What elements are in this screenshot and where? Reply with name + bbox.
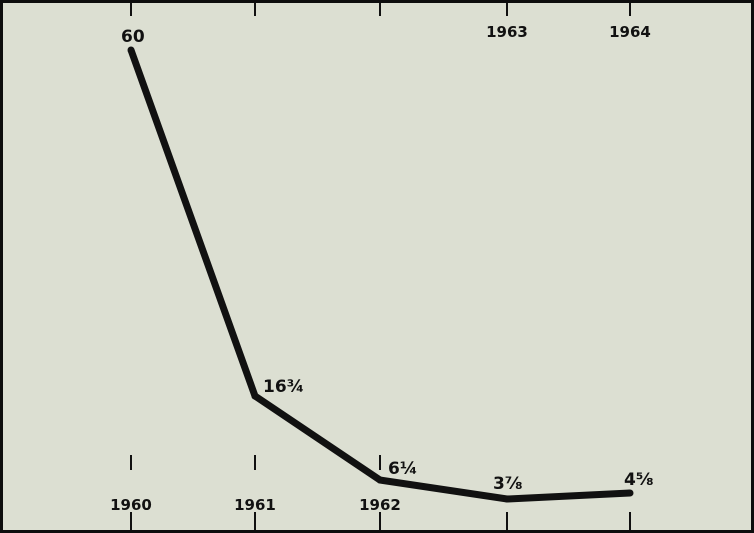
year-labels: 1960 1961 1962 1963 1964 [110,23,651,514]
data-label-1963: 3⅞ [493,474,522,494]
data-labels: 60 16¾ 6¼ 3⅞ 4⅝ [121,27,653,494]
year-label-1964: 1964 [609,23,651,41]
data-point-1960 [127,46,135,54]
chart-panel [3,3,751,530]
year-label-1960: 1960 [110,496,152,514]
data-label-1960: 60 [121,27,145,47]
data-label-1961: 16¾ [263,377,304,397]
data-label-1964: 4⅝ [624,470,653,490]
data-point-1963 [503,495,511,503]
data-point-1964 [626,489,634,497]
year-label-1961: 1961 [234,496,276,514]
data-point-1962 [376,476,384,484]
year-label-1963: 1963 [486,23,528,41]
tick-marks [130,3,631,530]
data-point-1961 [251,392,259,400]
data-label-1962: 6¼ [388,459,417,479]
year-label-1962: 1962 [359,496,401,514]
